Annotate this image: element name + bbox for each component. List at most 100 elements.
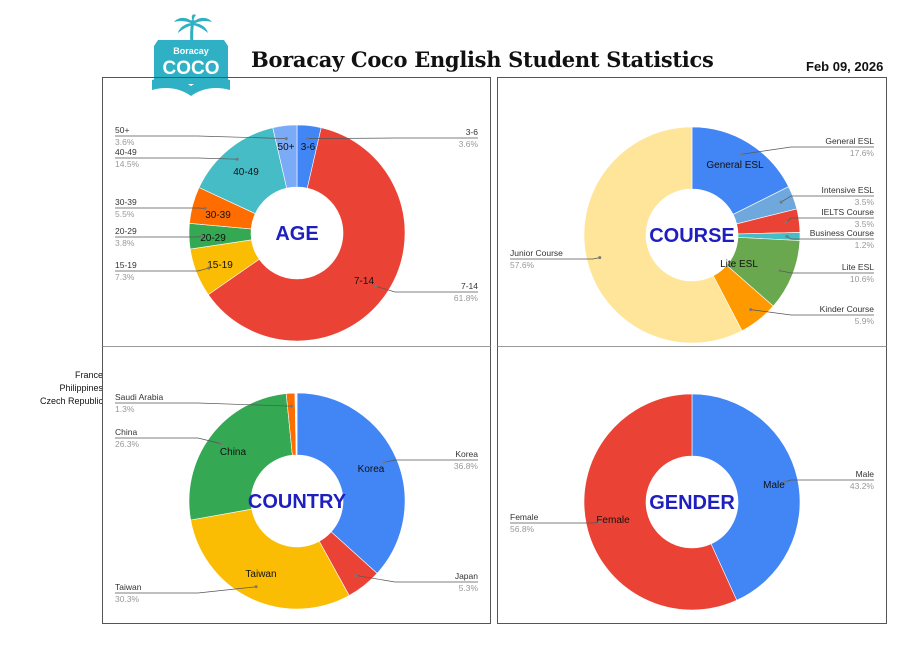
age-slices	[188, 124, 406, 342]
course-leader-general-esl	[741, 146, 874, 155]
country-slice-taiwan	[190, 508, 350, 610]
logo-badge	[154, 40, 228, 84]
gender-leader-male	[784, 479, 874, 483]
country-chart-panel: COUNTRY Korea Taiwan China Korea 36.8% Japan 5.…	[102, 346, 491, 624]
palm-tree-icon	[174, 14, 212, 43]
course-legend-label-general-esl: General ESL	[825, 136, 874, 146]
age-legend-label-20-29: 20-29	[115, 226, 137, 236]
course-chart-panel: COURSE General ESL Lite ESL General ESL 17.6…	[497, 77, 887, 347]
age-legend-label-15-19: 15-19	[115, 260, 137, 270]
course-leader-ielts-course	[785, 217, 874, 223]
gender-center-title: GENDER	[649, 492, 735, 514]
course-legend-label-lite-esl: Lite ESL	[842, 262, 874, 272]
age-legend-label-7-14: 7-14	[461, 281, 478, 291]
course-leader-junior-course	[510, 257, 600, 260]
country-slice-czech-republic	[296, 392, 298, 456]
age-legend-pct-50: 3.6%	[115, 137, 135, 147]
course-leader-dot-lite-esl	[778, 269, 782, 273]
course-legend-pct-lite-esl: 10.6%	[850, 274, 875, 284]
age-leader-50	[115, 135, 287, 139]
age-chart-panel: AGE 3-6 7-14 15-19 20-29 30-39 40-49 50+ 3-6 3.6%…	[102, 77, 491, 347]
gender-slice-male	[691, 393, 801, 601]
age-legend-pct-15-19: 7.3%	[115, 272, 135, 282]
book-icon	[152, 78, 230, 96]
course-slice-junior-course	[583, 126, 743, 344]
age-legend-pct-3-6: 3.6%	[459, 139, 479, 149]
country-legend-label-china: China	[115, 427, 137, 437]
country-slices	[188, 392, 406, 610]
gender-donut-chart: GENDER Male Female Male 43.2% Female 56.8%	[510, 393, 874, 611]
age-legend-label-40-49: 40-49	[115, 147, 137, 157]
course-legend-pct-business-course: 1.2%	[855, 240, 875, 250]
gender-inner-label-male: Male	[763, 480, 785, 491]
country-leader-dot-japan	[354, 573, 358, 577]
age-leader-dot-7-14	[374, 284, 378, 288]
course-legend-pct-general-esl: 17.6%	[850, 148, 875, 158]
course-leader-dot-ielts-course	[784, 220, 788, 224]
course-leader-dot-kinder-course	[749, 308, 753, 312]
gender-leader-dot-male	[783, 480, 787, 484]
age-legend-label-50: 50+	[115, 125, 129, 135]
page-title: Boracay Coco English Student Statistics	[251, 47, 714, 72]
course-leader-intensive-esl	[780, 195, 874, 203]
country-leader-korea	[383, 459, 478, 463]
country-donut-chart: COUNTRY Korea Taiwan China Korea 36.8% Japan 5.…	[115, 392, 479, 610]
course-inner-label-general-esl: General ESL	[706, 160, 764, 171]
country-leader-dot-saudi-arabia	[289, 404, 293, 408]
course-legend-pct-kinder-course: 5.9%	[855, 316, 875, 326]
course-legend-label-junior-course: Junior Course	[510, 248, 563, 258]
outside-label-philippines: Philippines	[59, 383, 103, 393]
gender-leader-dot-female	[597, 520, 601, 524]
age-leader-3-6	[307, 137, 478, 139]
course-legend-label-kinder-course: Kinder Course	[820, 304, 875, 314]
age-leader-dot-3-6	[306, 137, 310, 141]
course-legend-label-ielts-course: IELTS Course	[821, 207, 874, 217]
age-leader-dot-20-29	[200, 234, 204, 238]
gender-slices	[583, 393, 801, 611]
logo-top-text: Boracay	[173, 46, 209, 56]
course-center-title: COURSE	[649, 225, 735, 247]
age-leader-dot-40-49	[235, 157, 239, 161]
outside-label-france: France	[74, 370, 103, 380]
gender-chart-panel: GENDER Male Female Male 43.2% Female 56.8%	[497, 346, 887, 624]
country-leader-china	[115, 437, 222, 445]
age-legend-pct-30-39: 5.5%	[115, 209, 135, 219]
logo-main-text: COCO	[163, 58, 220, 79]
country-leader-dot-korea	[382, 460, 386, 464]
course-legend-pct-junior-course: 57.6%	[510, 260, 535, 270]
country-legend-label-japan: Japan	[455, 571, 478, 581]
age-legend-pct-40-49: 14.5%	[115, 159, 140, 169]
country-legend-pct-japan: 5.3%	[459, 583, 479, 593]
age-legend-label-30-39: 30-39	[115, 197, 137, 207]
course-leader-business-course	[786, 236, 874, 240]
course-leader-dot-general-esl	[740, 152, 744, 156]
age-leader-dot-30-39	[203, 206, 207, 210]
age-inner-label-15-19: 15-19	[207, 260, 233, 271]
course-legend-pct-intensive-esl: 3.5%	[855, 197, 875, 207]
age-leader-40-49	[115, 157, 238, 160]
gender-inner-label-female: Female	[596, 515, 630, 526]
gender-legend-pct-female: 56.8%	[510, 524, 535, 534]
course-legend-label-business-course: Business Course	[810, 228, 875, 238]
age-inner-label-20-29: 20-29	[200, 233, 226, 244]
country-center-title: COUNTRY	[248, 491, 347, 513]
country-legend-pct-taiwan: 30.3%	[115, 594, 140, 604]
country-inner-label-china: China	[220, 447, 247, 458]
country-legend-label-korea: Korea	[455, 449, 478, 459]
age-leader-15-19	[115, 267, 209, 272]
age-inner-label-40-49: 40-49	[233, 167, 259, 178]
country-legend-label-saudi-arabia: Saudi Arabia	[115, 392, 163, 402]
age-legend-pct-7-14: 61.8%	[454, 293, 479, 303]
outside-label-czech-republic: Czech Republic	[39, 396, 103, 406]
country-leader-japan	[355, 575, 478, 583]
course-slices	[583, 126, 801, 344]
age-leader-dot-15-19	[207, 266, 211, 270]
course-legend-label-intensive-esl: Intensive ESL	[822, 185, 875, 195]
age-center-title: AGE	[275, 223, 318, 245]
country-legend-pct-saudi-arabia: 1.3%	[115, 404, 135, 414]
course-donut-chart: COURSE General ESL Lite ESL General ESL 17.6…	[510, 126, 875, 344]
age-leader-7-14	[375, 285, 478, 293]
course-leader-kinder-course	[750, 309, 874, 316]
age-legend-pct-20-29: 3.8%	[115, 238, 135, 248]
report-date: Feb 09, 2026	[806, 59, 884, 74]
